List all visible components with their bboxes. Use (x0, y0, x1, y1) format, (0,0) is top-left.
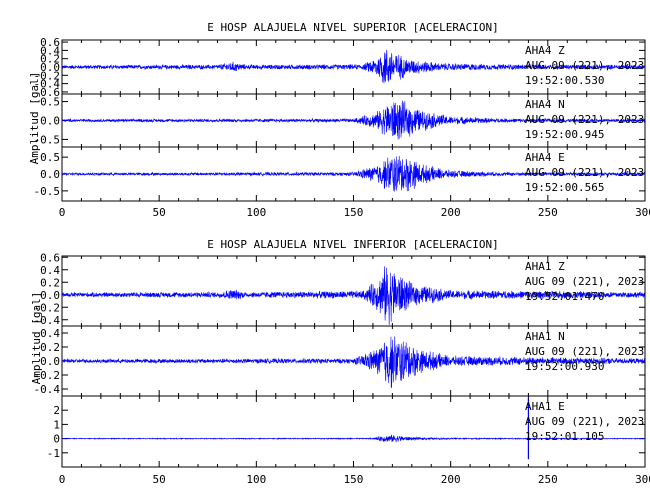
panel-aha4-z: 0.60.40.20.0-0.2-0.4-0.6 AHA4 Z AUG 09 (22… (34, 36, 646, 99)
x-tick-label: 200 (441, 473, 461, 486)
x-tick-label: 200 (441, 206, 461, 219)
x-tick-label: 50 (153, 206, 166, 219)
y-tick-label: 0.2 (40, 341, 60, 354)
y-tick-label: -0.5 (34, 185, 61, 198)
waveform-trace (61, 434, 646, 443)
panel-aha4-n: 0.5 0.0 -0.5 AHA4 N AUG 09 (221), 2023 19:52:… (34, 93, 646, 148)
time-label: 19:52:00.945 (525, 128, 604, 141)
y-tick-label: -1 (47, 447, 60, 460)
bottom-chart-title: E HOSP ALAJUELA NIVEL INFERIOR [ACELERAC… (207, 238, 498, 251)
top-chart-title: E HOSP ALAJUELA NIVEL SUPERIOR [ACELERAC… (207, 21, 498, 34)
y-tick-label: 0.4 (40, 44, 60, 57)
y-tick-label: 0.5 (40, 96, 60, 109)
station-label: AHA4 E (525, 151, 565, 164)
x-tick-label: 250 (538, 206, 558, 219)
x-tick-label: 100 (246, 473, 266, 486)
time-label: 19:52:00.930 (525, 360, 604, 373)
time-label: 19:52:00.530 (525, 74, 604, 87)
x-tick-label: 50 (153, 473, 166, 486)
date-label: AUG 09 (221), 2023 (525, 415, 644, 428)
y-tick-label: 0.4 (40, 264, 60, 277)
y-tick-label: -0.4 (34, 383, 61, 396)
time-label: 19:52:01.470 (525, 290, 604, 303)
date-label: AUG 09 (221), 2023 (525, 275, 644, 288)
y-tick-label: 0.0 (40, 168, 60, 181)
y-tick-label: 0.0 (40, 61, 60, 74)
x-tick-label: 0 (59, 473, 66, 486)
y-tick-label: 1 (53, 418, 60, 431)
x-tick-label: 150 (344, 473, 364, 486)
y-tick-label: -0.4 (34, 78, 61, 91)
panel-aha4-e: 0.5 0.0 -0.5 AHA4 E AUG 09 (221), 2023 19:52:… (34, 146, 646, 202)
y-tick-label: -0.2 (34, 69, 61, 82)
time-label: 19:52:01.105 (525, 430, 604, 443)
x-tick-label: 150 (344, 206, 364, 219)
x-tick-label: 0 (59, 206, 66, 219)
x-tick-label: 300 (635, 473, 650, 486)
y-tick-label: 0.0 (40, 355, 60, 368)
y-tick-label: 0.6 (40, 251, 60, 264)
waveform-trace (61, 49, 646, 84)
y-tick-label: -0.2 (34, 301, 61, 314)
top-y-axis-label: Amplitud [gal] (28, 72, 41, 165)
date-label: AUG 09 (221), 2023 (525, 59, 644, 72)
station-label: AHA1 E (525, 400, 565, 413)
panel-aha1-n: 0.40.20.0-0.2-0.4 AHA1 N AUG 09 (221), 202… (34, 325, 646, 397)
x-tick-label: 100 (246, 206, 266, 219)
time-label: 19:52:00.565 (525, 181, 604, 194)
y-tick-label: -0.6 (34, 86, 61, 99)
panel-aha1-e: 21 0-1 AHA1 E AUG 09 (221), 2023 19:52:01.10… (47, 395, 646, 468)
waveform-trace (61, 100, 646, 140)
y-tick-label: -0.5 (34, 133, 61, 146)
station-label: AHA1 N (525, 330, 565, 343)
station-label: AHA4 Z (525, 44, 565, 57)
y-tick-label: 0.4 (40, 327, 60, 340)
waveform-trace (61, 266, 646, 326)
y-tick-label: -0.4 (34, 314, 61, 327)
y-tick-label: 0.2 (40, 276, 60, 289)
station-label: AHA4 N (525, 98, 565, 111)
y-tick-label: -0.2 (34, 369, 61, 382)
panel-aha1-z: 0.60.40.20.0-0.2-0.4 AHA1 Z AUG 09 (221), … (34, 251, 646, 327)
y-tick-label: 0.5 (40, 151, 60, 164)
y-tick-label: 2 (53, 404, 60, 417)
y-tick-label: 0.0 (40, 115, 60, 128)
x-tick-label: 250 (538, 473, 558, 486)
y-tick-label: 0.0 (40, 289, 60, 302)
y-tick-label: 0.2 (40, 53, 60, 66)
station-label: AHA1 Z (525, 260, 565, 273)
date-label: AUG 09 (221), 2023 (525, 166, 644, 179)
date-label: AUG 09 (221), 2023 (525, 113, 644, 126)
y-tick-label: 0.6 (40, 36, 60, 49)
date-label: AUG 09 (221), 2023 (525, 345, 644, 358)
bottom-y-axis-label: Amplitud [gal] (30, 292, 43, 385)
y-tick-label: 0 (53, 433, 60, 446)
waveform-trace (61, 156, 646, 192)
waveform-trace (61, 336, 646, 388)
x-tick-label: 300 (635, 206, 650, 219)
